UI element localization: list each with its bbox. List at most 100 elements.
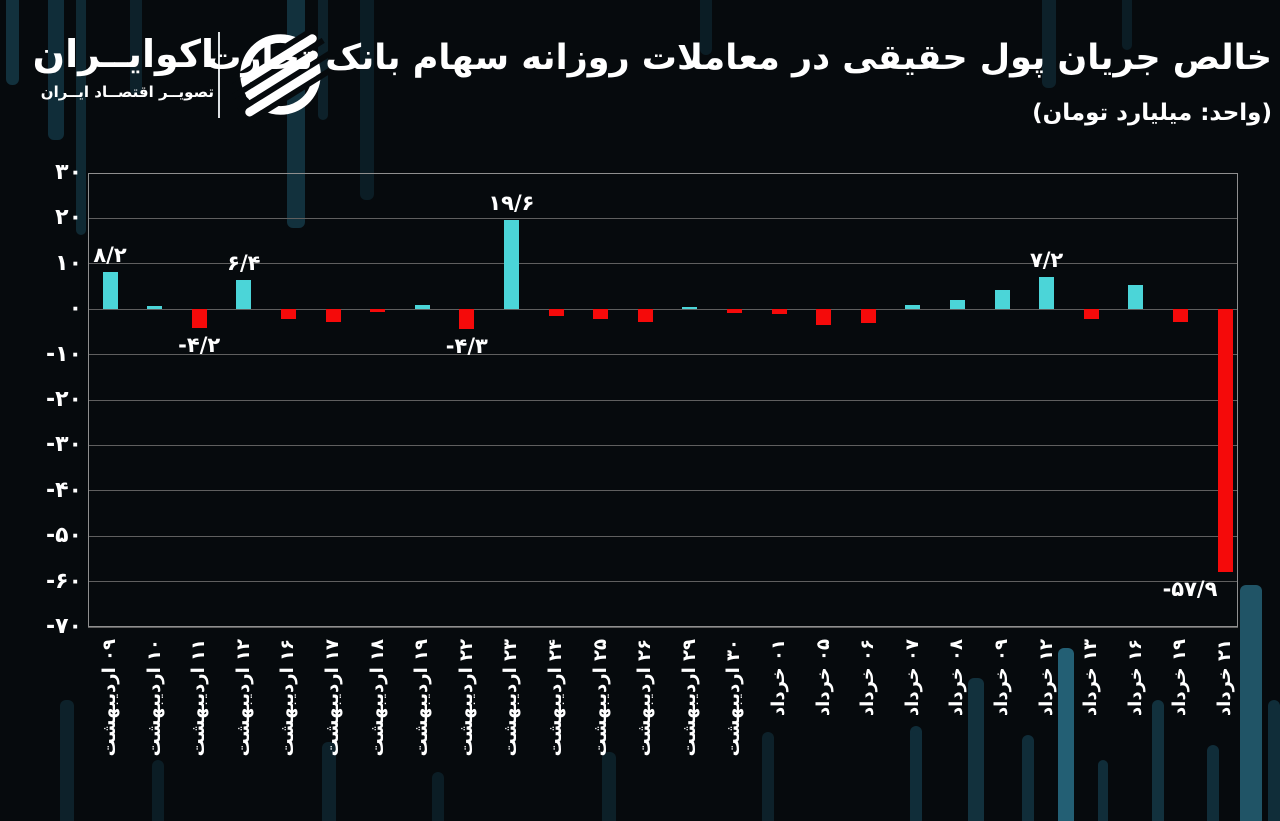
bar-positive	[949, 299, 965, 310]
y-axis-label: ۱۰	[55, 250, 82, 276]
x-axis-label: ۱۰ اردیبهشت	[143, 639, 165, 757]
y-axis-label: -۶۰	[46, 568, 82, 594]
x-axis-label: ۰۹ خرداد	[991, 639, 1012, 717]
x-axis-label: ۱۳ خرداد	[1080, 639, 1102, 717]
y-axis-label: ۲۰	[55, 205, 82, 231]
bar-positive	[905, 304, 921, 310]
bar-positive	[414, 305, 430, 310]
background-strip	[1240, 585, 1262, 821]
ecoiran-logo-icon	[221, 25, 341, 126]
chart-unit-subtitle: (واحد: میلیارد تومان)	[1032, 100, 1272, 126]
bar-positive	[994, 289, 1010, 310]
y-axis-label: ۳۰	[55, 160, 82, 185]
x-axis-label: ۰۶ خرداد	[857, 639, 879, 717]
x-axis-label: ۳۰ اردیبهشت	[723, 639, 745, 757]
background-strip	[432, 772, 444, 821]
y-axis-label: -۳۰	[46, 432, 82, 458]
x-axis-label: ۲۶ اردیبهشت	[634, 639, 656, 757]
gridline-y--60	[88, 581, 1238, 583]
x-axis-label: ۰۵ خرداد	[812, 639, 834, 717]
gridline-y--40	[88, 490, 1238, 492]
background-strip	[762, 732, 774, 821]
x-axis-label: ۱۶ خرداد	[1124, 639, 1146, 717]
background-strip	[1207, 745, 1219, 821]
background-strip	[1122, 0, 1132, 50]
plot-border	[88, 173, 1238, 627]
bar-negative	[593, 309, 609, 320]
y-axis-label: -۴۰	[46, 477, 82, 503]
background-strip	[48, 0, 64, 140]
bar-positive	[1039, 276, 1055, 310]
bar-value-label: -۵۷/۹	[1162, 577, 1218, 602]
background-strip	[1022, 735, 1034, 821]
x-axis-label: ۱۸ اردیبهشت	[366, 639, 388, 757]
chart-title: خالص جریان پول حقیقی در معاملات روزانه س…	[206, 38, 1272, 78]
bar-value-label: ۸/۲	[93, 242, 127, 267]
background-strip	[152, 760, 164, 821]
x-axis-label: ۲۴ اردیبهشت	[545, 639, 566, 757]
brand-separator	[218, 32, 220, 118]
x-axis-label: ۱۹ اردیبهشت	[411, 639, 433, 757]
background-strip	[360, 0, 374, 200]
y-axis-label: ۰	[68, 296, 82, 322]
x-axis-label: ۱۲ خرداد	[1035, 639, 1057, 717]
x-axis-label: ۲۳ اردیبهشت	[500, 639, 522, 757]
gridline-y-20	[88, 217, 1238, 219]
bar-negative	[459, 309, 475, 329]
background-strip	[910, 726, 922, 821]
x-axis-label: ۲۵ اردیبهشت	[589, 639, 611, 757]
bar-negative	[548, 309, 564, 316]
gridline-y-0	[88, 308, 1238, 310]
x-axis-label: ۲۱ خرداد	[1214, 639, 1235, 717]
bar-negative	[637, 309, 653, 323]
background-strip	[76, 0, 86, 235]
bar-negative	[370, 309, 386, 313]
brand-tagline: تصویــر اقتصــاد ایــران	[40, 83, 214, 101]
background-strip	[1268, 700, 1280, 821]
gridline-y--10	[88, 354, 1238, 356]
y-axis-label: -۵۰	[46, 523, 82, 549]
bar-negative	[1172, 309, 1188, 323]
background-strip	[968, 678, 984, 821]
x-axis-label: ۱۷ اردیبهشت	[322, 639, 343, 757]
y-axis-label: -۲۰	[46, 387, 82, 412]
bar-negative	[325, 309, 341, 322]
bar-positive	[503, 220, 519, 310]
bar-value-label: ۶/۴	[227, 251, 261, 276]
gridline-y--20	[88, 399, 1238, 401]
bar-value-label: -۴/۲	[178, 333, 221, 358]
background-strip	[322, 742, 336, 821]
background-strip	[1058, 648, 1074, 821]
x-axis-label: ۱۱ اردیبهشت	[188, 639, 210, 757]
x-axis-label: ۲۲ اردیبهشت	[455, 639, 477, 757]
bar-negative	[860, 309, 876, 324]
bar-negative	[191, 309, 207, 329]
bar-value-label: ۱۹/۶	[488, 191, 535, 216]
bar-negative	[726, 309, 742, 314]
background-strip	[1042, 0, 1056, 88]
gridline-y--30	[88, 444, 1238, 446]
x-axis-label: ۱۲ اردیبهشت	[232, 639, 254, 757]
background-strip	[1152, 700, 1164, 821]
bar-positive	[682, 307, 698, 310]
y-axis-label: -۱۰	[46, 341, 82, 367]
y-axis-label: -۷۰	[46, 614, 82, 639]
x-axis-label: ۰۱ خرداد	[768, 639, 789, 717]
bar-positive	[1128, 285, 1144, 310]
bar-negative	[816, 309, 832, 326]
bar-negative	[280, 309, 296, 320]
bar-positive	[236, 280, 252, 310]
bar-negative	[1217, 309, 1233, 573]
bar-negative	[771, 309, 787, 315]
background-strip	[130, 0, 142, 95]
gridline-y--50	[88, 535, 1238, 537]
x-axis-label: ۱۶ اردیبهشت	[277, 639, 299, 757]
gridline-y--70	[88, 626, 1238, 628]
bar-value-label: -۴/۳	[445, 333, 488, 358]
x-axis-label: ۰۹ اردیبهشت	[99, 639, 120, 757]
bar-positive	[102, 271, 118, 310]
brand-block: اکوایــران تصویــر اقتصــاد ایــران	[32, 28, 214, 101]
brand-name: اکوایــران	[32, 32, 214, 76]
